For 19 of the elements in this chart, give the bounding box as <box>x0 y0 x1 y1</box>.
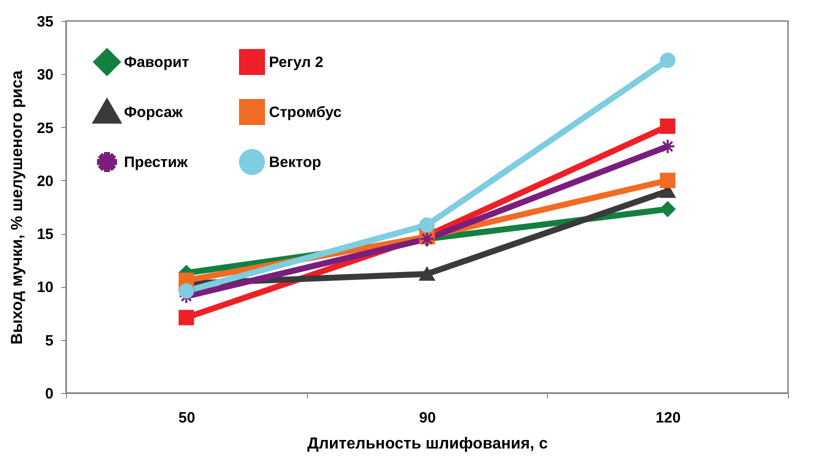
y-tick-label: 5 <box>45 332 54 350</box>
x-tick-label: 90 <box>419 410 436 426</box>
y-tick-label: 30 <box>36 66 54 84</box>
y-tick-label: 20 <box>36 172 54 190</box>
legend-label: Вектор <box>269 154 322 171</box>
x-tick-label: 50 <box>178 410 196 426</box>
x-axis-title: Длительность шлифования, с <box>307 436 548 452</box>
legend-label: Престиж <box>124 154 188 171</box>
y-tick-label: 35 <box>36 14 54 30</box>
y-tick-label: 15 <box>36 226 54 244</box>
y-axis-title: Выход мучки, % шелушеного риса <box>8 70 26 345</box>
legend-label: Форсаж <box>124 104 183 121</box>
y-tick-label: 25 <box>36 120 54 137</box>
legend-label: Фаворит <box>124 54 190 71</box>
y-tick-label: 10 <box>36 279 54 296</box>
legend-label: Регул 2 <box>269 54 324 71</box>
y-tick-label: 0 <box>45 386 54 402</box>
legend-label: Стромбус <box>269 104 342 121</box>
x-tick-label: 120 <box>656 410 681 426</box>
